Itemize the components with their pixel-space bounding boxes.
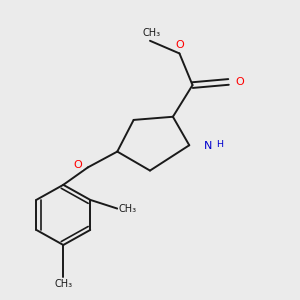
- Text: O: O: [175, 40, 184, 50]
- Text: N: N: [204, 141, 212, 151]
- Text: H: H: [216, 140, 224, 149]
- Text: CH₃: CH₃: [119, 204, 137, 214]
- Text: CH₃: CH₃: [142, 28, 161, 38]
- Text: O: O: [73, 160, 82, 170]
- Text: O: O: [236, 77, 244, 87]
- Text: CH₃: CH₃: [54, 279, 72, 289]
